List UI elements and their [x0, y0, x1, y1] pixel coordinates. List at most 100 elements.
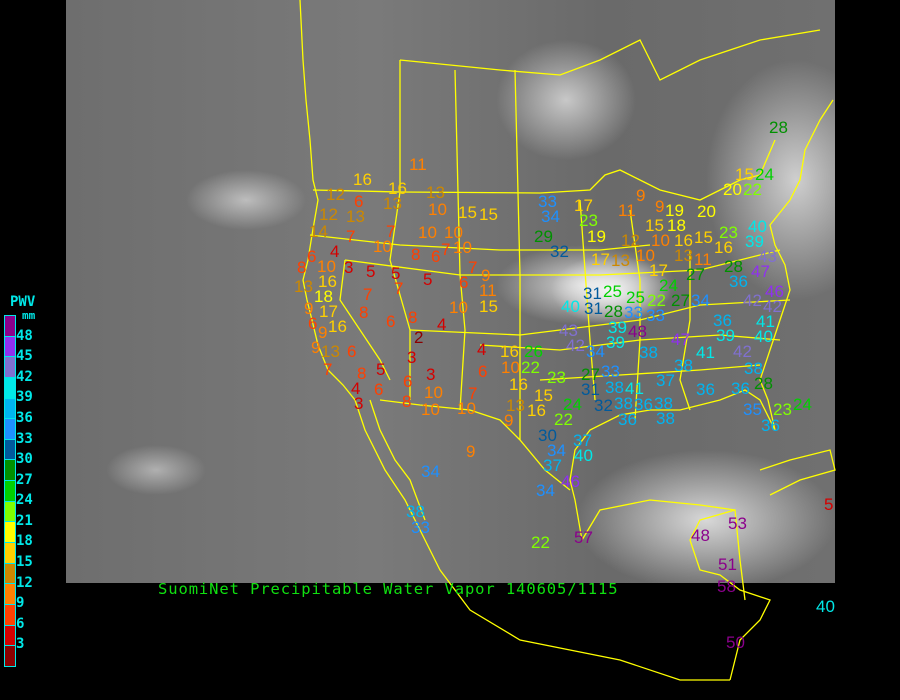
station-pwv-value: 40 — [748, 217, 767, 236]
station-pwv-value: 12 — [326, 185, 345, 204]
station-pwv-value: 27 — [581, 365, 600, 384]
station-pwv-value: 11 — [479, 281, 497, 300]
station-pwv-value: 5 — [824, 495, 834, 514]
station-pwv-value: 37 — [656, 371, 675, 390]
station-pwv-value: 4 — [437, 315, 447, 334]
station-pwv-value: 37 — [543, 456, 562, 475]
station-pwv-value: 15 — [479, 205, 498, 224]
state-line-1 — [309, 234, 651, 251]
station-pwv-value: 23 — [719, 223, 738, 242]
station-pwv-value: 41 — [696, 343, 715, 362]
state-vert-5 — [629, 209, 641, 421]
station-pwv-value: 22 — [521, 358, 540, 377]
station-pwv-value: 4 — [477, 340, 487, 359]
station-pwv-value: 10 — [444, 223, 463, 242]
station-pwv-value: 9 — [304, 299, 314, 318]
station-pwv-value: 17 — [574, 196, 593, 215]
station-pwv-value: 13 — [426, 183, 445, 202]
station-pwv-value: 31 — [581, 380, 600, 399]
station-pwv-value: 8 — [357, 364, 367, 383]
station-pwv-value: 36 — [729, 272, 748, 291]
station-pwv-value: 13 — [294, 277, 313, 296]
station-pwv-value: 41 — [625, 379, 644, 398]
station-pwv-value: 58 — [717, 577, 736, 596]
station-pwv-value: 10 — [651, 231, 670, 250]
station-pwv-value: 27 — [671, 291, 690, 310]
legend-swatch — [5, 501, 15, 523]
map-title: SuomiNet Precipitable Water Vapor 140605… — [158, 580, 619, 598]
legend-swatch — [5, 543, 15, 564]
legend-swatch — [5, 419, 15, 440]
station-pwv-value: 7 — [386, 222, 396, 241]
legend-swatch — [5, 481, 15, 502]
legend-color-bar — [4, 315, 16, 667]
station-pwv-value: 29 — [534, 227, 553, 246]
station-pwv-value: 9 — [318, 323, 328, 342]
station-pwv-value: 13 — [346, 207, 365, 226]
station-pwv-value: 8 — [408, 308, 418, 327]
station-pwv-value: 16 — [388, 179, 407, 198]
station-pwv-value: 3 — [407, 348, 417, 367]
station-pwv-value: 13 — [674, 246, 693, 265]
station-pwv-value: 27 — [686, 265, 705, 284]
station-pwv-value: 38 — [654, 394, 673, 413]
station-pwv-value: 15 — [735, 165, 754, 184]
florida-east — [759, 99, 834, 431]
station-pwv-value: 13 — [383, 194, 402, 213]
station-pwv-value: 7 — [363, 285, 373, 304]
station-pwv-value: 15 — [534, 386, 553, 405]
state-vert-1 — [389, 60, 411, 400]
station-pwv-value: 8 — [402, 392, 412, 411]
station-pwv-value: 24 — [793, 395, 812, 414]
station-pwv-value: 12 — [621, 231, 640, 250]
station-pwv-value: 5 — [366, 262, 376, 281]
station-pwv-value: 28 — [754, 374, 773, 393]
station-pwv-value: 16 — [674, 231, 693, 250]
station-pwv-value: 34 — [536, 481, 555, 500]
station-pwv-value: 10 — [636, 246, 655, 265]
station-pwv-value: 25 — [603, 282, 622, 301]
station-pwv-value: 31 — [583, 284, 602, 303]
station-pwv-value: 10 — [421, 400, 440, 419]
station-pwv-value: 34 — [586, 342, 605, 361]
station-pwv-value: 15 — [479, 297, 498, 316]
state-line-2 — [344, 249, 781, 276]
west-coast — [299, 0, 421, 531]
station-pwv-value: 20 — [723, 180, 742, 199]
rio-grande — [379, 399, 571, 491]
station-pwv-value: 34 — [541, 207, 560, 226]
station-pwv-value: 8 — [297, 258, 307, 277]
station-pwv-value: 50 — [726, 633, 745, 652]
station-pwv-value: 28 — [769, 118, 788, 137]
state-vert-2 — [454, 69, 466, 411]
station-pwv-value: 9 — [466, 442, 476, 461]
legend-tick-label: 24 — [16, 492, 33, 509]
station-pwv-value: 38 — [406, 502, 425, 521]
legend-unit: mm — [22, 309, 36, 322]
station-pwv-value: 46 — [765, 282, 784, 301]
station-pwv-value: 23 — [547, 368, 566, 387]
gulf-coast — [689, 509, 771, 681]
station-pwv-value: 9 — [311, 338, 321, 357]
station-pwv-value: 10 — [418, 223, 437, 242]
station-pwv-value: 39 — [745, 232, 764, 251]
station-pwv-value: 38 — [614, 394, 633, 413]
station-pwv-value: 10 — [373, 237, 392, 256]
legend-tick-label: 21 — [16, 512, 33, 529]
station-pwv-value: 7 — [323, 360, 333, 379]
station-pwv-value: 11 — [409, 155, 427, 174]
station-pwv-value: 23 — [579, 211, 598, 230]
legend-swatch — [5, 398, 15, 420]
us-canada-border — [312, 139, 776, 201]
legend-tick-label: 42 — [16, 368, 33, 385]
station-pwv-value: 5 — [376, 360, 386, 379]
station-pwv-value: 10 — [317, 257, 336, 276]
station-pwv-value: 10 — [457, 399, 476, 418]
station-pwv-value: 9 — [655, 197, 665, 216]
legend-tick-label: 30 — [16, 451, 33, 468]
station-pwv-value: 7 — [468, 258, 478, 277]
station-pwv-value: 14 — [309, 222, 328, 241]
station-pwv-value: 9 — [481, 266, 491, 285]
